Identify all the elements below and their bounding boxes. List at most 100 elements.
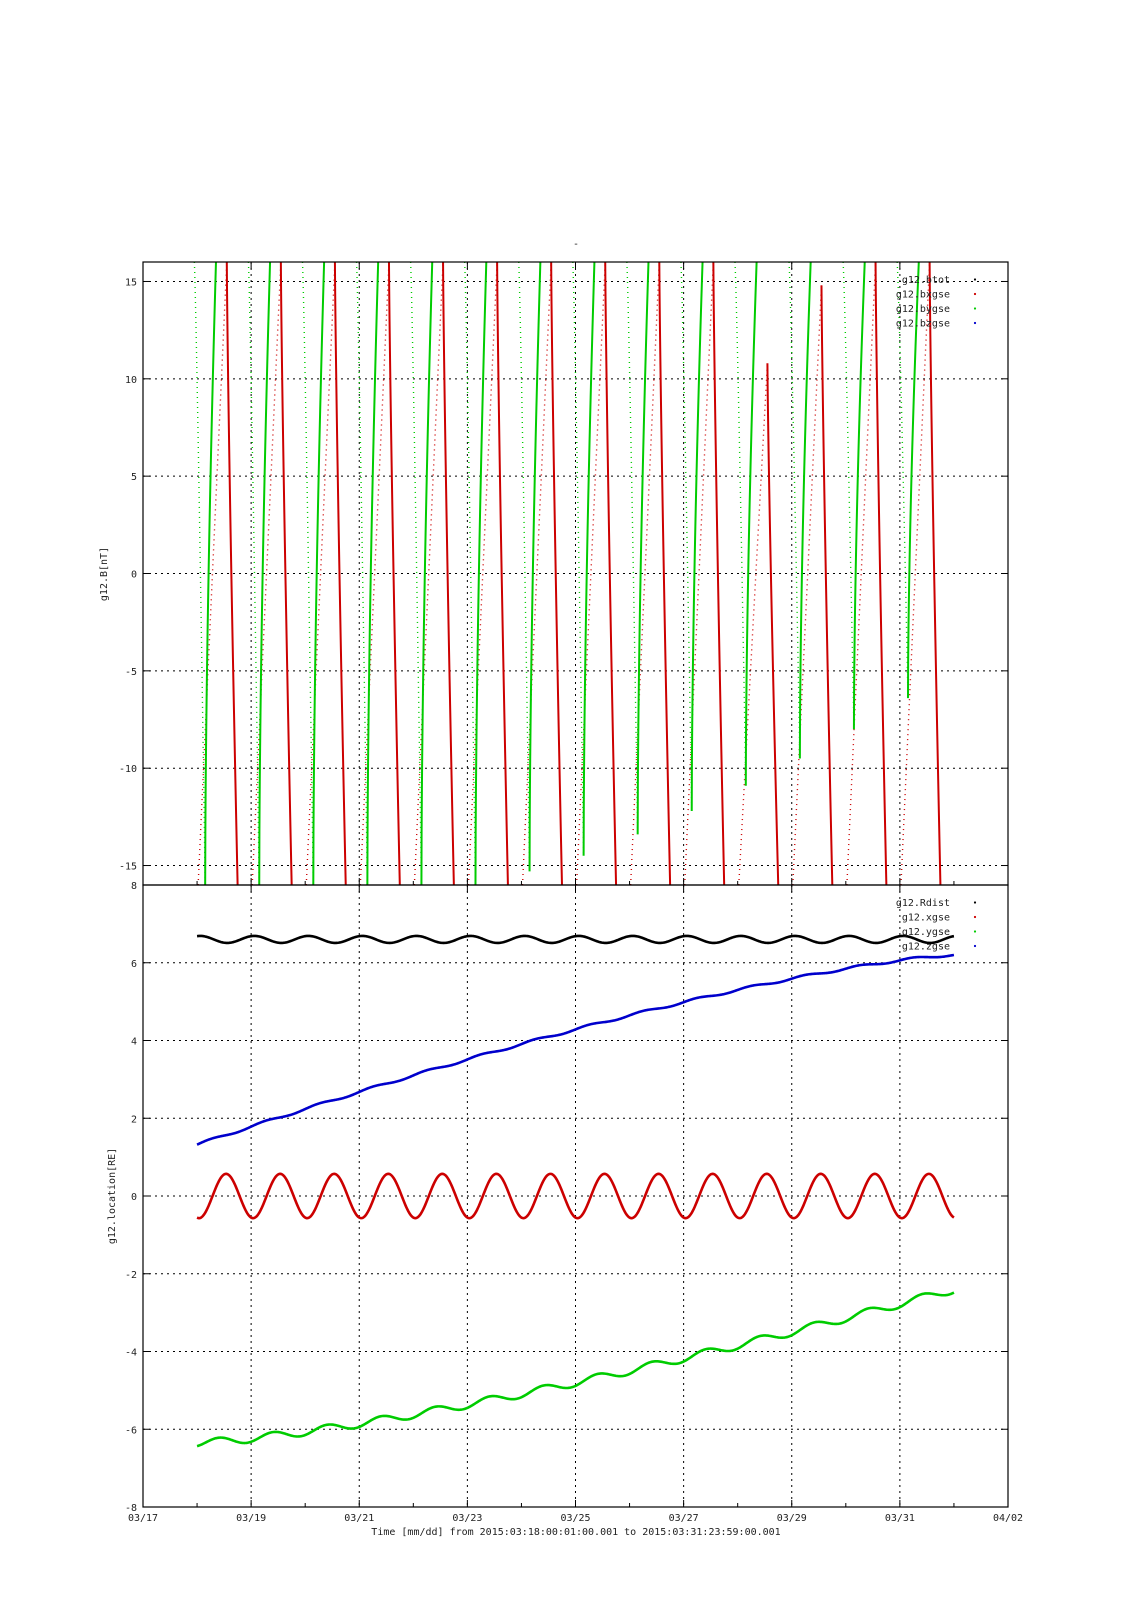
legend-label: g12.Rdist xyxy=(896,898,950,909)
x-tick-label: 03/23 xyxy=(452,1513,482,1524)
y-tick-label: 4 xyxy=(131,1037,137,1048)
bygse-fall xyxy=(355,262,369,885)
y-tick-label: -15 xyxy=(119,862,137,873)
series-ygse xyxy=(196,1291,955,1448)
bygse-rise xyxy=(744,262,758,786)
series-xgse xyxy=(196,1172,955,1220)
legend-label: g12.bxgse xyxy=(896,290,950,301)
legend-marker xyxy=(973,292,977,296)
panel-magnetic-field: -15 -10 -5 0 5 10 15 g12.B[nT] g12.btot g12.bxg… xyxy=(99,261,1009,886)
bygse-fall xyxy=(626,262,639,835)
bygse-fall xyxy=(788,262,801,759)
bygse-rise xyxy=(906,262,920,699)
legend-label: g12.zgse xyxy=(902,942,950,953)
bygse-fall xyxy=(247,262,260,885)
chart-title: - xyxy=(573,239,579,250)
bygse-fall xyxy=(896,262,909,699)
legend-marker xyxy=(973,901,977,904)
series-rdist xyxy=(196,934,955,945)
x-tick-label: 03/31 xyxy=(885,1513,915,1524)
series-top xyxy=(193,262,942,885)
bxgse-rise xyxy=(792,285,823,885)
x-axis-label: Time [mm/dd] from 2015:03:18:00:01:00.00… xyxy=(371,1527,780,1538)
bygse-fall xyxy=(680,262,693,812)
legend-marker xyxy=(973,278,977,281)
y-ticks-bottom: -8 -6 -4 -2 0 2 4 6 8 xyxy=(125,881,1008,1514)
legend-label: g12.btot xyxy=(902,275,950,286)
bxgse-sweep xyxy=(766,363,780,885)
x-ticks: 03/17 03/19 03/21 03/23 03/25 03/27 03/29 03/31… xyxy=(128,262,1023,1524)
legend-label: g12.bygse xyxy=(896,304,950,315)
x-tick-label: 03/29 xyxy=(777,1513,807,1524)
bygse-fall xyxy=(463,262,477,885)
y-tick-label: -6 xyxy=(125,1425,137,1436)
y-tick-label: 8 xyxy=(131,881,137,892)
bygse-rise xyxy=(636,262,650,835)
y-ticks-top: -15 -10 -5 0 5 10 15 xyxy=(119,277,1008,873)
y-tick-label: -4 xyxy=(125,1348,137,1359)
y-tick-label: 6 xyxy=(131,959,137,970)
legend-marker xyxy=(973,944,977,948)
y-tick-label: 0 xyxy=(131,1192,137,1203)
bygse-rise xyxy=(474,262,488,885)
bygse-fall xyxy=(409,262,423,885)
legend-top: g12.btot g12.bxgse g12.bygse g12.bzgse xyxy=(896,275,977,330)
x-tick-label: 03/21 xyxy=(344,1513,374,1524)
x-tick-label: 03/19 xyxy=(236,1513,266,1524)
bygse-rise xyxy=(690,262,704,812)
legend-marker xyxy=(973,307,977,310)
legend-marker xyxy=(973,915,977,919)
bxgse-sweep xyxy=(712,262,726,885)
bxgse-sweep xyxy=(658,262,672,885)
bxgse-sweep xyxy=(550,262,563,885)
bxgse-sweep xyxy=(333,262,347,885)
bygse-rise xyxy=(204,262,217,885)
x-tick-label: 03/17 xyxy=(128,1513,158,1524)
legend-label: g12.bzgse xyxy=(896,319,950,330)
bygse-fall xyxy=(301,262,314,885)
bxgse-rise xyxy=(738,363,769,885)
bygse-rise xyxy=(798,262,812,759)
bygse-fall xyxy=(842,262,855,730)
bygse-rise xyxy=(582,262,596,856)
x-tick-label: 03/25 xyxy=(560,1513,590,1524)
y-tick-label: 2 xyxy=(131,1114,137,1125)
y-tick-label: -5 xyxy=(125,667,137,678)
y-tick-label: 5 xyxy=(131,472,137,483)
legend-marker xyxy=(973,930,977,933)
grid-bottom xyxy=(143,885,1008,1507)
bygse-rise xyxy=(312,262,326,885)
bygse-rise xyxy=(852,262,866,730)
bygse-fall xyxy=(518,262,531,872)
bxgse-sweep xyxy=(604,262,618,885)
legend-marker xyxy=(973,321,977,325)
y-tick-label: 0 xyxy=(131,570,137,581)
bxgse-sweep xyxy=(225,262,239,885)
bygse-fall xyxy=(193,262,206,885)
bxgse-sweep xyxy=(387,262,401,885)
bygse-rise xyxy=(420,262,434,885)
legend-bottom: g12.Rdist g12.xgse g12.ygse g12.zgse xyxy=(896,898,977,953)
series-bottom xyxy=(196,934,955,1448)
y-tick-label: -2 xyxy=(125,1270,137,1281)
y-axis-label-top: g12.B[nT] xyxy=(99,547,110,601)
y-tick-label: -8 xyxy=(125,1503,137,1514)
y-tick-label: 10 xyxy=(125,375,137,386)
legend-label: g12.xgse xyxy=(902,913,950,924)
bygse-fall xyxy=(572,262,585,856)
bygse-rise xyxy=(366,262,380,885)
bxgse-sweep xyxy=(279,262,293,885)
bxgse-sweep xyxy=(442,262,455,885)
bxgse-sweep xyxy=(874,262,888,885)
legend-label: g12.ygse xyxy=(902,927,950,938)
bygse-rise xyxy=(528,262,542,872)
x-tick-label: 04/02 xyxy=(993,1513,1023,1524)
panel-location: -8 -6 -4 -2 0 2 4 6 8 g12.location[RE] g12.Rdist… xyxy=(107,881,1009,1514)
bxgse-sweep xyxy=(820,285,834,885)
bygse-fall xyxy=(734,262,747,786)
grid-top xyxy=(143,262,1008,885)
y-tick-label: 15 xyxy=(125,277,137,288)
series-zgse xyxy=(196,953,955,1146)
bygse-rise xyxy=(258,262,272,885)
